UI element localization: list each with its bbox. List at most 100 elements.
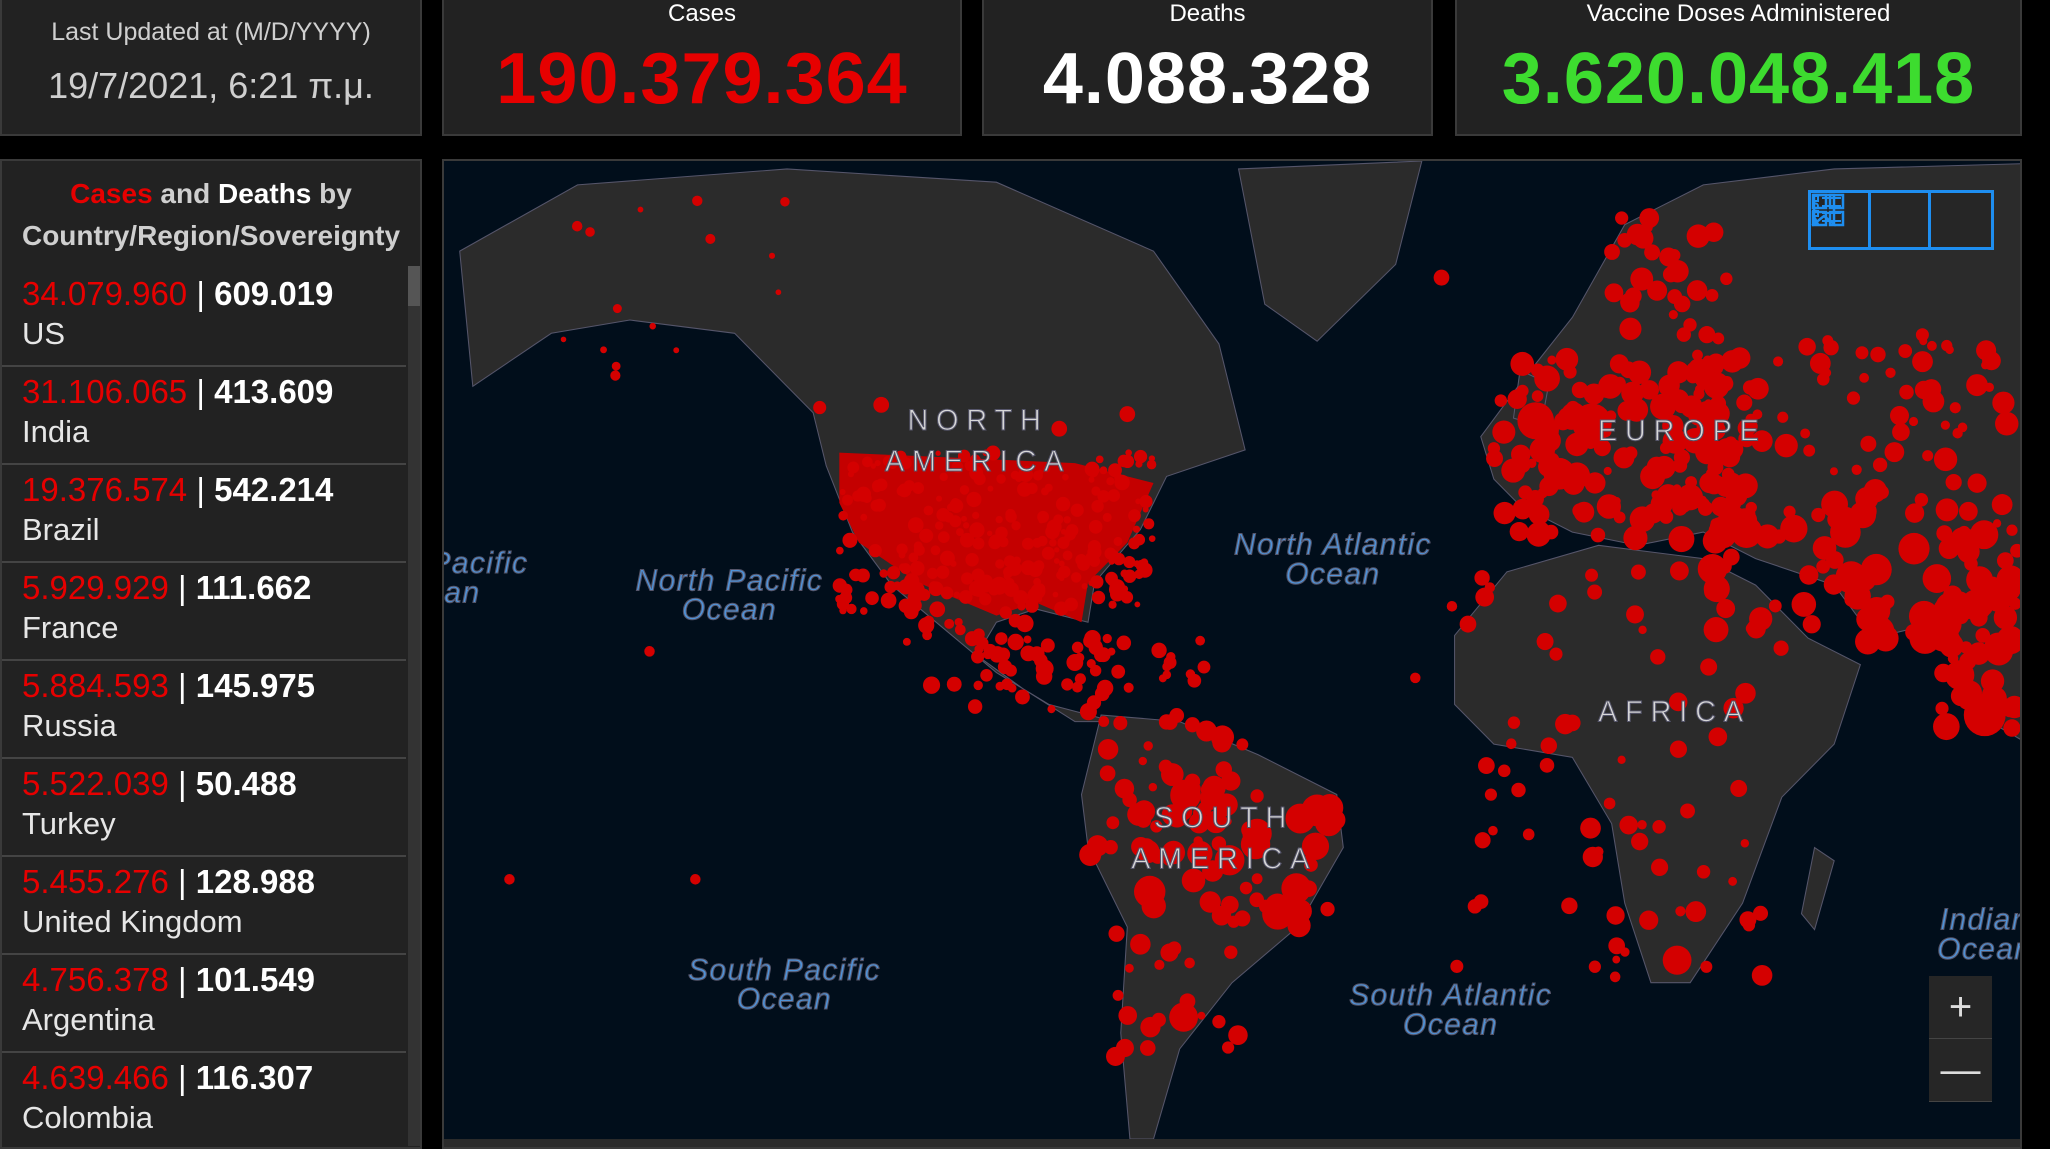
case-dot[interactable] <box>1120 585 1129 593</box>
case-dot[interactable] <box>971 568 985 582</box>
case-dot[interactable] <box>1975 627 1991 643</box>
case-dot[interactable] <box>1705 289 1719 302</box>
case-dot[interactable] <box>504 874 515 885</box>
case-dot[interactable] <box>1683 318 1697 332</box>
case-dot[interactable] <box>1686 280 1708 301</box>
case-dot[interactable] <box>560 336 567 343</box>
case-dot[interactable] <box>862 493 872 504</box>
case-dot[interactable] <box>1668 525 1695 553</box>
case-dot[interactable] <box>1945 345 1954 355</box>
case-dot[interactable] <box>1700 452 1711 463</box>
case-dot[interactable] <box>1030 563 1038 571</box>
case-dot[interactable] <box>961 572 974 585</box>
case-dot[interactable] <box>1704 575 1714 584</box>
case-dot[interactable] <box>1095 455 1104 464</box>
case-dot[interactable] <box>1934 663 1953 683</box>
case-dot[interactable] <box>929 581 939 591</box>
case-dot[interactable] <box>1166 652 1176 662</box>
case-dot[interactable] <box>1884 442 1905 463</box>
case-dot[interactable] <box>1097 738 1119 760</box>
case-dot[interactable] <box>1211 905 1232 926</box>
case-dot[interactable] <box>1433 269 1450 286</box>
case-dot[interactable] <box>1195 635 1206 646</box>
case-dot[interactable] <box>1967 473 1987 493</box>
case-dot[interactable] <box>1134 601 1141 608</box>
case-dot[interactable] <box>2003 719 2020 737</box>
case-dot[interactable] <box>1935 701 1949 716</box>
case-dot[interactable] <box>1685 901 1707 923</box>
case-dot[interactable] <box>1686 369 1700 384</box>
case-dot[interactable] <box>1061 678 1074 691</box>
case-dot[interactable] <box>1511 782 1526 798</box>
case-dot[interactable] <box>1128 537 1140 550</box>
case-dot[interactable] <box>971 650 985 664</box>
case-dot[interactable] <box>1604 243 1620 260</box>
case-dot[interactable] <box>1074 673 1086 685</box>
case-dot[interactable] <box>1899 384 1914 400</box>
case-dot[interactable] <box>1829 467 1838 476</box>
case-dot[interactable] <box>999 606 1012 619</box>
case-dot[interactable] <box>1609 354 1629 374</box>
case-dot[interactable] <box>1915 328 1929 342</box>
case-dot[interactable] <box>976 636 989 650</box>
case-dot[interactable] <box>1662 945 1692 975</box>
case-dot[interactable] <box>1058 565 1071 579</box>
case-dot[interactable] <box>870 463 876 469</box>
case-dot[interactable] <box>1777 411 1789 423</box>
case-dot[interactable] <box>939 472 948 482</box>
case-dot[interactable] <box>1148 535 1156 542</box>
case-dot[interactable] <box>1582 846 1603 868</box>
case-dot[interactable] <box>1016 614 1034 633</box>
case-dot[interactable] <box>965 552 979 567</box>
case-dot[interactable] <box>1236 738 1249 751</box>
case-dot[interactable] <box>1933 713 1960 741</box>
case-dot[interactable] <box>1088 519 1103 534</box>
case-dot[interactable] <box>1484 788 1497 801</box>
case-dot[interactable] <box>1301 794 1333 827</box>
case-dot[interactable] <box>1097 490 1110 503</box>
case-dot[interactable] <box>896 486 907 497</box>
case-dot[interactable] <box>1698 326 1716 344</box>
case-dot[interactable] <box>1125 449 1132 457</box>
case-dot[interactable] <box>1187 840 1213 867</box>
case-dot[interactable] <box>1184 957 1195 969</box>
case-dot[interactable] <box>961 515 967 522</box>
case-dot[interactable] <box>898 563 908 572</box>
case-dot[interactable] <box>571 220 583 232</box>
case-dot[interactable] <box>1162 853 1175 866</box>
case-dot[interactable] <box>1111 664 1126 679</box>
case-dot[interactable] <box>987 485 994 492</box>
case-dot[interactable] <box>1927 340 1937 351</box>
case-dot[interactable] <box>1774 433 1798 458</box>
case-dot[interactable] <box>842 532 858 548</box>
case-dot[interactable] <box>813 400 827 415</box>
case-dot[interactable] <box>966 491 982 508</box>
case-dot[interactable] <box>986 530 993 537</box>
case-dot[interactable] <box>1768 599 1782 613</box>
case-dot[interactable] <box>1239 881 1253 895</box>
case-dot[interactable] <box>1950 685 1971 707</box>
case-dot[interactable] <box>1573 501 1595 523</box>
case-dot[interactable] <box>1669 561 1689 581</box>
case-dot[interactable] <box>1720 272 1733 286</box>
case-dot[interactable] <box>1630 267 1654 291</box>
case-dot[interactable] <box>973 680 983 691</box>
case-dot[interactable] <box>1303 854 1316 867</box>
case-dot[interactable] <box>1090 575 1104 589</box>
case-dot[interactable] <box>1120 591 1134 604</box>
case-dot[interactable] <box>1041 546 1055 560</box>
case-dot[interactable] <box>1052 591 1059 598</box>
case-dot[interactable] <box>1040 638 1055 653</box>
case-dot[interactable] <box>990 650 1000 659</box>
case-dot[interactable] <box>1137 562 1153 578</box>
case-dot[interactable] <box>849 570 858 580</box>
case-dot[interactable] <box>1108 925 1125 942</box>
case-dot[interactable] <box>1139 1040 1156 1056</box>
case-dot[interactable] <box>1547 355 1557 365</box>
case-dot[interactable] <box>1892 423 1910 441</box>
case-dot[interactable] <box>1533 521 1550 539</box>
case-dot[interactable] <box>956 528 964 536</box>
case-dot[interactable] <box>1057 536 1070 549</box>
case-dot[interactable] <box>1821 490 1849 518</box>
case-dot[interactable] <box>1088 640 1103 656</box>
